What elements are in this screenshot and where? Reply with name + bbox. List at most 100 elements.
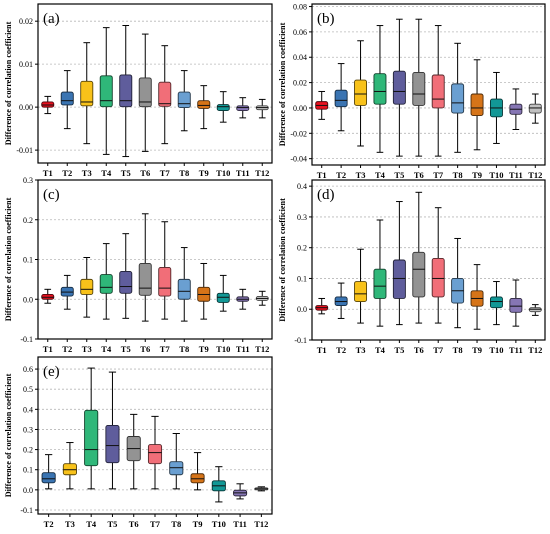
box-t1 [41,288,55,304]
box-t10-iqr [216,292,230,303]
x-tick-label-t11: T11 [509,345,523,355]
x-tick-label-t4: T4 [101,168,112,178]
box-t10-iqr [216,104,230,112]
box-t3-iqr [354,79,368,106]
x-tick-label-t5: T5 [121,344,131,354]
box-t8 [177,247,191,322]
x-tick-label-t1: T1 [43,344,53,354]
x-tick-label-t6: T6 [140,344,150,354]
box-t8-iqr [177,91,191,109]
box-t4-iqr [99,274,113,294]
y-tick-label: 0.6 [23,365,33,374]
x-tick-label-t5: T5 [121,168,131,178]
box-t3 [80,257,94,318]
x-tick-label-t3: T3 [65,519,75,529]
y-tick-label: 0.1 [23,466,33,475]
box-t2-iqr [41,472,56,484]
box-t6 [412,18,426,157]
box-t7-iqr [158,81,172,107]
box-t9 [197,262,211,320]
box-t3 [80,42,94,145]
box-t5 [392,201,406,326]
x-tick-label-t2: T2 [62,344,72,354]
box-t7-iqr [147,444,163,465]
x-tick-label-t10: T10 [216,344,230,354]
y-axis-label: Difference of correlation coefficient [278,198,287,322]
x-tick-label-t2: T2 [336,170,346,180]
box-t7 [158,221,172,320]
y-axis-label: Difference of correlation coefficient [278,22,287,146]
box-t5 [119,233,133,319]
x-tick-label-t9: T9 [472,345,482,355]
box-t3 [354,248,368,324]
box-t4-iqr [373,73,387,105]
y-tick-label: 0.0 [23,295,33,304]
y-axis-label: Difference of correlation coefficient [4,373,13,497]
y-tick-label: -0.1 [20,506,33,515]
box-t3 [354,40,368,147]
x-tick-label-t3: T3 [356,345,366,355]
box-t5-iqr [105,424,120,464]
y-tick-label: 0.00 [19,103,33,112]
x-tick-label-t7: T7 [150,519,161,529]
x-tick-label-t3: T3 [82,168,92,178]
x-tick-label-t2: T2 [44,519,54,529]
box-t7 [147,415,163,490]
box-t2-iqr [60,91,74,106]
plot-frame [37,3,273,164]
box-t6 [126,413,141,490]
y-tick-label: 0.0 [297,305,307,314]
box-t2 [41,454,56,490]
box-t4-iqr [373,268,387,299]
y-tick-label: 0.1 [23,256,33,265]
y-tick-label: 0.02 [19,17,33,26]
box-t9 [470,264,484,330]
panel-label: (e) [43,364,60,380]
box-t9 [190,452,205,491]
y-tick-label: 0.3 [23,425,33,434]
panel-label: (c) [43,187,60,203]
box-t4 [84,367,99,490]
box-t1 [315,297,329,315]
box-t7-iqr [431,258,445,298]
box-t7-iqr [158,267,172,297]
box-t2 [60,274,74,310]
chart-panel: -0.01 0.00 0.01 0.02 T1 T2 T3 T4 T5 T6 T7 T8 T9 T10 T1… [4,3,273,178]
y-tick-label: 0.3 [297,213,307,222]
box-t3 [62,442,77,490]
x-tick-label-t1: T1 [317,170,327,180]
box-t8 [451,237,465,329]
y-tick-label: 0.2 [297,244,307,253]
box-t4-iqr [84,409,99,467]
box-t11 [509,88,523,131]
chart-panel: -0.04 -0.02 0.00 0.02 0.04 0.06 0.08 T1 T2 T3 T4 T5… [278,3,546,180]
box-t11 [236,97,250,119]
x-tick-label-t8: T8 [453,170,463,180]
box-t11-iqr [236,105,250,112]
y-tick-label: 0.00 [293,104,307,113]
y-tick-label: 0.0 [23,486,33,495]
box-t9-iqr [197,100,211,109]
box-t1 [315,90,329,120]
box-t6 [138,213,152,322]
x-tick-label-t12: T12 [528,170,542,180]
box-t12 [255,290,269,306]
x-tick-label-t9: T9 [193,519,203,529]
y-tick-label: 0.4 [23,405,33,414]
y-tick-label: 0.1 [297,274,307,283]
y-tick-label: -0.1 [294,336,307,345]
x-tick-label-t4: T4 [375,170,386,180]
box-t10 [216,274,230,312]
box-t9 [197,85,211,130]
x-tick-label-t9: T9 [199,168,209,178]
x-tick-label-t8: T8 [453,345,463,355]
box-t8 [169,432,184,490]
box-t12-iqr [528,103,542,114]
chart-panel: -0.1 0.0 0.1 0.2 0.3 0.4 T1 T2 T3 T4 T5 T6 T7 T8 T9 T10… [278,179,546,355]
y-tick-label: -0.01 [16,146,33,155]
x-tick-label-t12: T12 [254,519,268,529]
x-tick-label-t9: T9 [472,170,482,180]
x-tick-label-t5: T5 [394,345,404,355]
y-tick-label: 0.08 [293,3,307,12]
